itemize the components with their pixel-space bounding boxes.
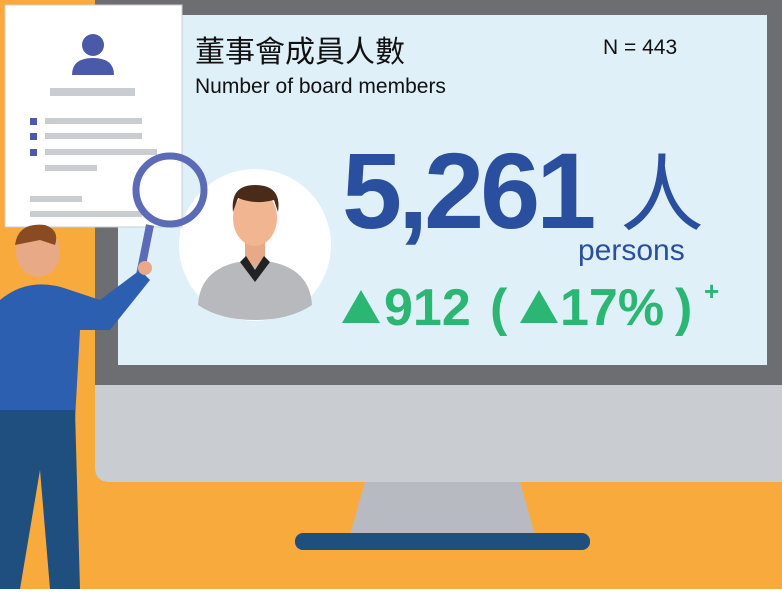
metric-value: 5,261 (342, 130, 594, 251)
person-hand (138, 261, 152, 275)
doc-line (45, 133, 142, 139)
change-percent: 17% (560, 279, 664, 337)
doc-line (30, 196, 82, 202)
subtitle: Number of board members (195, 75, 446, 98)
metric-unit: 人 (620, 148, 704, 242)
doc-line (45, 165, 97, 171)
metric-unit-en: persons (578, 234, 685, 267)
doc-avatar (82, 34, 104, 56)
change-amount: 912 (384, 279, 471, 337)
doc-line (30, 211, 142, 217)
sample-size: N = 443 (603, 36, 677, 59)
doc-bullet (30, 149, 37, 156)
monitor-base (295, 533, 590, 550)
monitor-stand (350, 482, 535, 535)
doc-line (50, 88, 135, 96)
infographic: 董事會成員人數 Number of board members N = 443 … (0, 0, 782, 589)
monitor-bezel (95, 385, 782, 482)
title: 董事會成員人數 (195, 36, 405, 69)
paren-open: ( (490, 279, 508, 337)
doc-bullet (30, 118, 37, 125)
doc-line (45, 118, 142, 124)
doc-line (45, 149, 157, 155)
paren-close: ) (675, 279, 692, 337)
change-note: + (704, 276, 719, 306)
doc-bullet (30, 133, 37, 140)
